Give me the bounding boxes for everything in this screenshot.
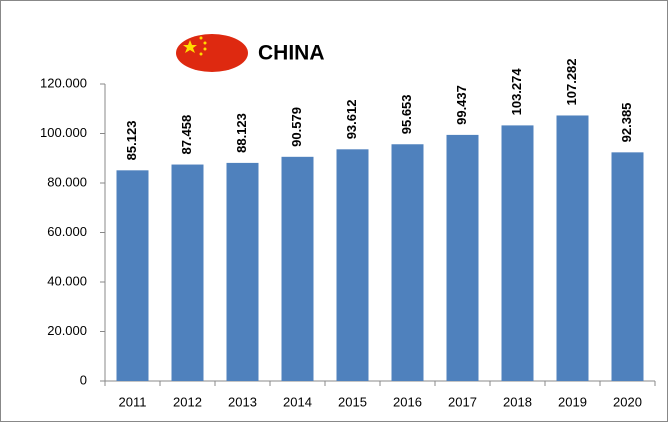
value-label: 85.123 — [124, 121, 139, 161]
value-label: 87.458 — [179, 115, 194, 155]
bar — [556, 115, 589, 381]
value-label: 95.653 — [399, 94, 414, 134]
bar — [116, 170, 149, 381]
y-tick-label: 80.000 — [47, 174, 87, 189]
x-tick-label: 2015 — [338, 394, 367, 409]
bar — [336, 149, 369, 381]
x-tick-label: 2014 — [283, 394, 312, 409]
y-tick-label: 60.000 — [47, 224, 87, 239]
x-tick-label: 2013 — [228, 394, 257, 409]
bar — [226, 162, 259, 381]
bar — [611, 152, 644, 381]
bar — [501, 125, 534, 381]
y-tick-label: 120.000 — [40, 75, 87, 90]
value-label: 107.282 — [564, 58, 579, 105]
value-label: 90.579 — [289, 107, 304, 147]
x-tick-label: 2018 — [503, 394, 532, 409]
bar — [171, 164, 204, 381]
value-label: 103.274 — [509, 68, 524, 116]
x-tick-label: 2019 — [558, 394, 587, 409]
y-tick-label: 0 — [80, 372, 87, 387]
value-label: 88.123 — [234, 113, 249, 153]
value-label: 92.385 — [619, 103, 634, 143]
x-tick-label: 2020 — [613, 394, 642, 409]
x-tick-label: 2016 — [393, 394, 422, 409]
x-tick-label: 2012 — [173, 394, 202, 409]
bar — [281, 156, 314, 381]
y-tick-label: 100.000 — [40, 125, 87, 140]
x-tick-label: 2017 — [448, 394, 477, 409]
chart-title: CHINA — [258, 42, 325, 65]
bar — [446, 134, 479, 381]
y-tick-label: 20.000 — [47, 323, 87, 338]
value-label: 99.437 — [454, 85, 469, 125]
y-tick-label: 40.000 — [47, 273, 87, 288]
x-tick-label: 2011 — [119, 394, 147, 409]
value-label: 93.612 — [344, 100, 359, 140]
bar — [391, 144, 424, 381]
flag — [176, 34, 248, 72]
